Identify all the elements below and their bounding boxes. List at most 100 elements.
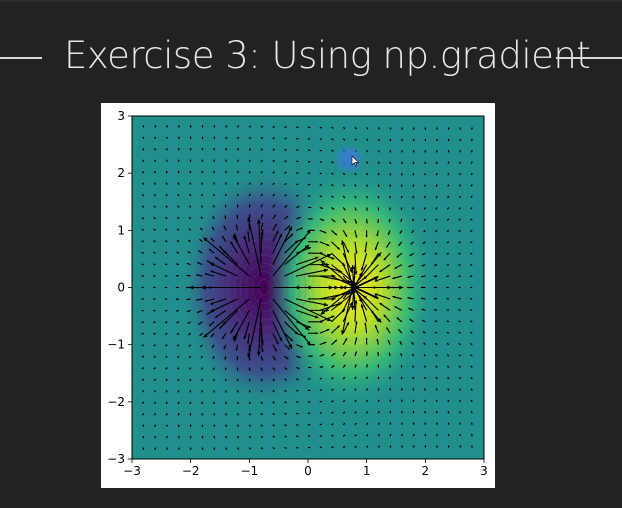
quiver-arrowhead	[300, 227, 303, 230]
quiver-arrowhead	[186, 298, 189, 301]
quiver-arrowhead	[288, 344, 292, 349]
quiver-arrowhead	[142, 194, 145, 197]
quiver-arrowhead	[331, 423, 334, 426]
quiver-arrowhead	[389, 399, 392, 402]
quiver-arrowhead	[435, 196, 438, 198]
quiver-arrowhead	[272, 378, 275, 381]
quiver-arrowhead	[196, 298, 199, 301]
quiver-arrowhead	[306, 285, 311, 290]
quiver-arrowhead	[236, 413, 239, 416]
quiver-arrowhead	[304, 325, 310, 331]
quiver-arrowhead	[308, 138, 311, 140]
quiver-arrowhead	[210, 270, 214, 274]
quiver-arrowhead	[342, 388, 345, 391]
quiver-arrowhead	[176, 263, 179, 266]
quiver-arrowhead	[424, 173, 427, 176]
quiver-arrowhead	[256, 219, 261, 224]
quiver-arrowhead	[142, 136, 145, 139]
quiver-arrowhead	[458, 286, 461, 289]
quiver-arrowhead	[187, 251, 190, 254]
quiver-arrowhead	[260, 125, 263, 128]
quiver-arrowhead	[260, 137, 263, 140]
quiver-arrowhead	[178, 148, 180, 150]
quiver-arrowhead	[424, 433, 427, 436]
quiver-arrowhead	[377, 422, 380, 425]
quiver-arrowhead	[213, 390, 215, 393]
quiver-arrowhead	[470, 207, 473, 209]
quiver-arrowhead	[471, 173, 473, 176]
quiver-arrowhead	[212, 346, 214, 349]
quiver-arrowhead	[377, 184, 380, 187]
quiver-arrow	[272, 233, 283, 254]
quiver-arrowhead	[206, 260, 210, 263]
quiver-arrowhead	[154, 136, 157, 139]
quiver-arrowhead	[412, 184, 415, 187]
quiver-arrow	[272, 321, 283, 342]
quiver-arrowhead	[435, 377, 438, 379]
quiver-arrowhead	[343, 400, 345, 403]
quiver-arrowhead	[471, 411, 473, 414]
quiver-arrowhead	[188, 344, 191, 347]
quiver-arrowhead	[204, 299, 208, 302]
quiver-arrowhead	[365, 235, 368, 238]
quiver-arrowhead	[447, 173, 450, 176]
quiver-arrowhead	[314, 315, 319, 319]
quiver-arrowhead	[177, 182, 180, 185]
quiver-arrowhead	[154, 378, 156, 381]
quiver-arrowhead	[343, 208, 346, 211]
quiver-arrowhead	[388, 220, 391, 223]
quiver-arrowhead	[224, 193, 227, 196]
quiver-arrowhead	[201, 193, 204, 196]
quiver-arrowhead	[153, 321, 156, 323]
quiver-arrowhead	[213, 436, 216, 439]
quiver-arrowhead	[284, 424, 287, 426]
quiver-arrowhead	[166, 125, 168, 128]
quiver-arrowhead	[272, 390, 275, 392]
quiver-arrowhead	[412, 150, 415, 153]
quiver-arrowhead	[408, 265, 411, 268]
quiver-arrowhead	[326, 317, 332, 322]
quiver-arrowhead	[189, 159, 192, 162]
quiver-arrowhead	[247, 353, 252, 358]
quiver-arrowhead	[165, 332, 168, 335]
quiver-arrowhead	[374, 293, 378, 296]
quiver-arrowhead	[412, 196, 415, 199]
quiver-arrowhead	[377, 221, 380, 224]
quiver-arrowhead	[296, 435, 299, 438]
quiver-arrowhead	[201, 390, 204, 393]
quiver-arrowhead	[178, 125, 180, 127]
quiver-arrowhead	[342, 285, 347, 290]
quiver-arrowhead	[320, 435, 322, 437]
quiver-arrowhead	[248, 193, 251, 196]
quiver-arrowhead	[350, 285, 356, 290]
quiver-arrowhead	[470, 195, 473, 198]
quiver-arrowhead	[212, 356, 215, 359]
quiver-arrowhead	[166, 159, 168, 162]
quiver-arrowhead	[186, 274, 189, 277]
quiver-arrowhead	[366, 445, 369, 448]
quiver-arrowhead	[424, 445, 427, 448]
quiver-arrowhead	[176, 321, 179, 323]
quiver-arrowhead	[470, 343, 473, 346]
quiver-arrowhead	[200, 227, 203, 230]
quiver-arrowhead	[458, 263, 461, 266]
y-tick-label: −1	[107, 338, 125, 352]
quiver-arrowhead	[396, 317, 399, 320]
quiver-arrowhead	[366, 422, 368, 425]
quiver-arrowhead	[285, 205, 288, 208]
quiver-arrowhead	[401, 139, 403, 142]
quiver-arrowhead	[213, 447, 216, 450]
quiver-arrowhead	[389, 422, 392, 425]
quiver-arrowhead	[213, 159, 215, 162]
quiver-arrowhead	[470, 241, 473, 243]
quiver-arrowhead	[154, 194, 156, 197]
quiver-arrowhead	[354, 184, 357, 187]
quiver-arrowhead	[235, 348, 238, 351]
quiver-arrowhead	[296, 183, 299, 186]
quiver-arrowhead	[261, 349, 264, 352]
quiver-arrowhead	[422, 253, 425, 255]
quiver-arrowhead	[389, 162, 392, 164]
quiver-arrowhead	[459, 411, 462, 414]
x-tick-label: 1	[363, 464, 371, 478]
quiver-arrow	[296, 256, 319, 266]
